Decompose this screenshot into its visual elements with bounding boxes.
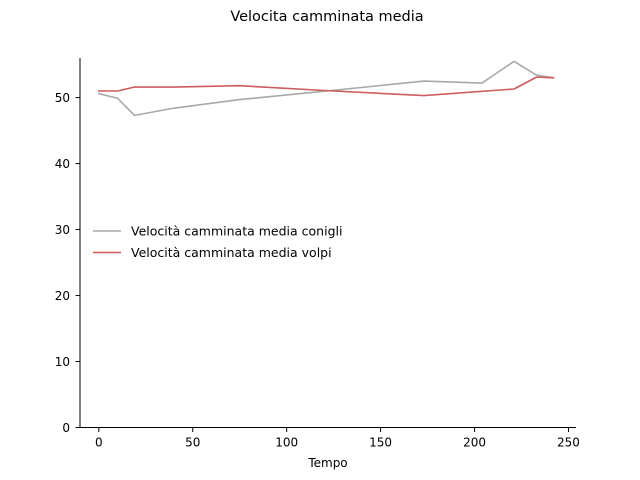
plot-area [97, 60, 555, 117]
series-line-1 [97, 76, 555, 97]
chart-title: Velocita camminata media [230, 9, 423, 25]
legend-label: Velocità camminata media volpi [131, 245, 332, 260]
x-axis-label: Tempo [307, 456, 347, 470]
y-tick-label: 0 [62, 421, 70, 435]
x-tick-label: 150 [369, 436, 392, 450]
y-tick-label: 30 [55, 223, 70, 237]
y-ticks: 0 10 20 30 40 50 [55, 91, 80, 435]
x-tick-label: 0 [95, 436, 103, 450]
x-tick-label: 250 [557, 436, 580, 450]
x-tick-label: 100 [275, 436, 298, 450]
x-tick-label: 200 [463, 436, 486, 450]
y-tick-label: 40 [55, 157, 70, 171]
y-tick-label: 50 [55, 91, 70, 105]
y-tick-label: 20 [55, 289, 70, 303]
y-tick-label: 10 [55, 355, 70, 369]
legend-label: Velocità camminata media conigli [131, 224, 342, 239]
legend: Velocità camminata media conigli Velocità… [93, 224, 342, 260]
x-ticks: 0 50 100 150 200 250 [95, 427, 580, 450]
series-line-0 [97, 60, 555, 117]
x-tick-label: 50 [185, 436, 200, 450]
